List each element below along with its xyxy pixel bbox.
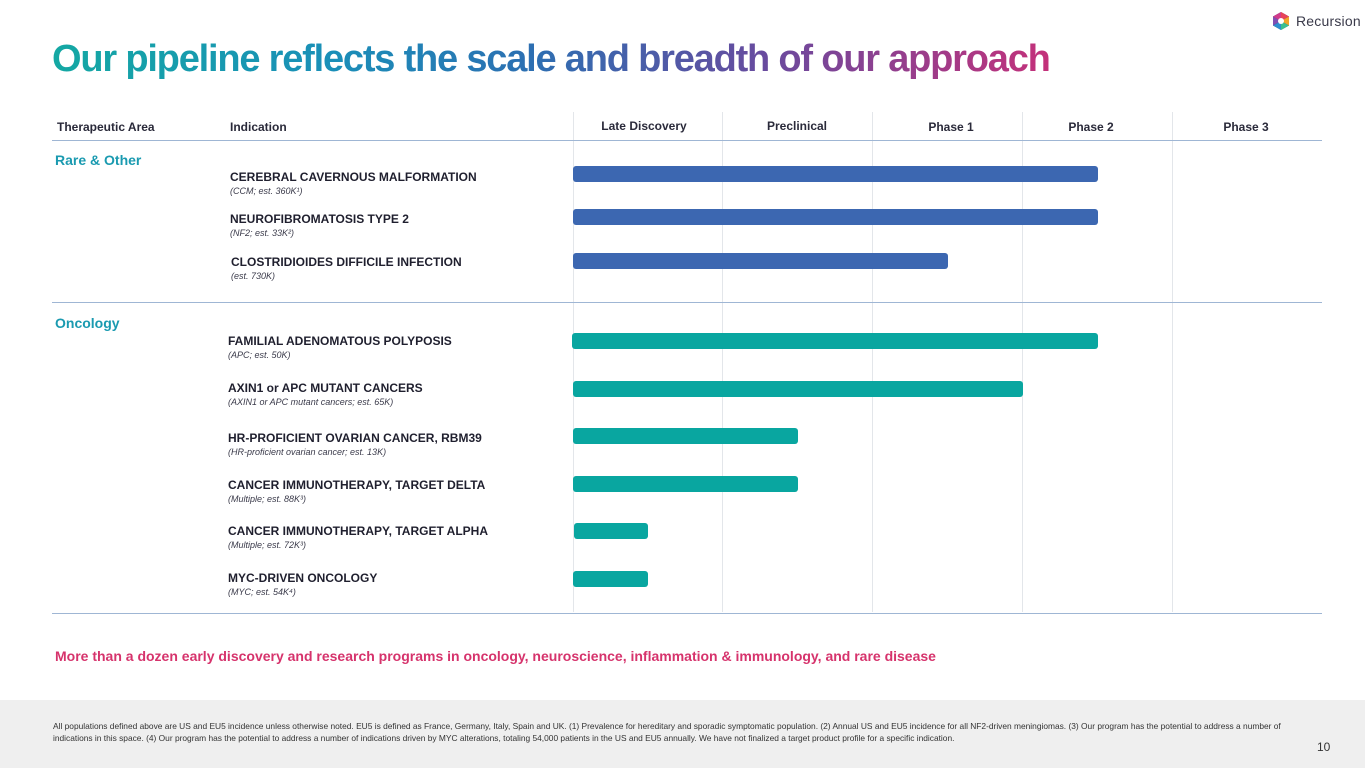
indication-axin1-apc: AXIN1 or APC MUTANT CANCERS (AXIN1 or AP… [228,381,423,408]
header-therapeutic-area: Therapeutic Area [57,120,155,134]
indication-detail: (Multiple; est. 72K³) [228,540,307,550]
callout-text: More than a dozen early discovery and re… [55,648,936,664]
recursion-hexagon-icon [1273,12,1289,30]
footer-band [0,700,1365,768]
page-number: 10 [1317,740,1331,754]
indication-name: MYC-DRIVEN ONCOLOGY [228,571,378,585]
progress-bar-cdiff [573,253,948,269]
indication-cdiff: CLOSTRIDIOIDES DIFFICILE INFECTION (est.… [231,255,462,282]
indication-name: AXIN1 or APC MUTANT CANCERS [228,381,423,395]
indication-hr-ovarian: HR-PROFICIENT OVARIAN CANCER, RBM39 (HR-… [228,431,482,458]
footnote: All populations defined above are US and… [53,721,1281,743]
indication-name: NEUROFIBROMATOSIS TYPE 2 [230,212,409,226]
indication-target-alpha: CANCER IMMUNOTHERAPY, TARGET ALPHA (Mult… [228,524,488,551]
progress-bar-hr-ovarian [573,428,798,444]
indication-detail: (NF2; est. 33K²) [230,228,295,238]
indication-detail: (CCM; est. 360K¹) [230,186,303,196]
progress-bar-myc [573,571,648,587]
table-bottom-divider [52,613,1322,614]
header-divider [52,140,1322,141]
progress-bar-target-delta [573,476,798,492]
indication-detail: (Multiple; est. 88K³) [228,494,307,504]
progress-bar-axin1-apc [573,381,1023,397]
indication-detail: (APC; est. 50K) [228,350,291,360]
indication-ccm: CEREBRAL CAVERNOUS MALFORMATION (CCM; es… [230,170,477,197]
indication-myc: MYC-DRIVEN ONCOLOGY (MYC; est. 54K⁴) [228,571,377,598]
header-preclinical: Preclinical [766,119,828,133]
grid-line [1172,112,1173,612]
indication-name: HR-PROFICIENT OVARIAN CANCER, RBM39 [228,431,482,445]
recursion-logo: Recursion [1272,11,1361,31]
grid-line [573,112,574,612]
progress-bar-target-alpha [574,523,648,539]
section-label-oncology: Oncology [55,315,120,331]
indication-detail: (MYC; est. 54K⁴) [228,587,296,597]
section-divider [52,302,1322,303]
indication-nf2: NEUROFIBROMATOSIS TYPE 2 (NF2; est. 33K²… [230,212,409,239]
progress-bar-ccm [573,166,1098,182]
indication-name: CANCER IMMUNOTHERAPY, TARGET ALPHA [228,524,488,538]
indication-detail: (HR-proficient ovarian cancer; est. 13K) [228,447,387,457]
indication-fap: FAMILIAL ADENOMATOUS POLYPOSIS (APC; est… [228,334,452,361]
progress-bar-nf2 [573,209,1098,225]
indication-target-delta: CANCER IMMUNOTHERAPY, TARGET DELTA (Mult… [228,478,485,505]
header-phase-2: Phase 2 [1068,120,1114,134]
indication-detail: (AXIN1 or APC mutant cancers; est. 65K) [228,397,394,407]
indication-name: CEREBRAL CAVERNOUS MALFORMATION [230,170,477,184]
page-title: Our pipeline reflects the scale and brea… [52,38,1051,80]
grid-line [872,112,873,612]
indication-name: CLOSTRIDIOIDES DIFFICILE INFECTION [231,255,462,269]
brand-name: Recursion [1296,13,1361,29]
grid-line [722,112,723,612]
indication-detail: (est. 730K) [231,271,276,281]
header-indication: Indication [230,120,287,134]
header-late-discovery: Late Discovery [601,119,687,133]
section-label-rare: Rare & Other [55,152,142,168]
indication-name: FAMILIAL ADENOMATOUS POLYPOSIS [228,334,452,348]
indication-name: CANCER IMMUNOTHERAPY, TARGET DELTA [228,478,486,492]
header-phase-1: Phase 1 [928,120,974,134]
header-phase-3: Phase 3 [1223,120,1269,134]
grid-line [1022,112,1023,612]
progress-bar-fap [572,333,1098,349]
